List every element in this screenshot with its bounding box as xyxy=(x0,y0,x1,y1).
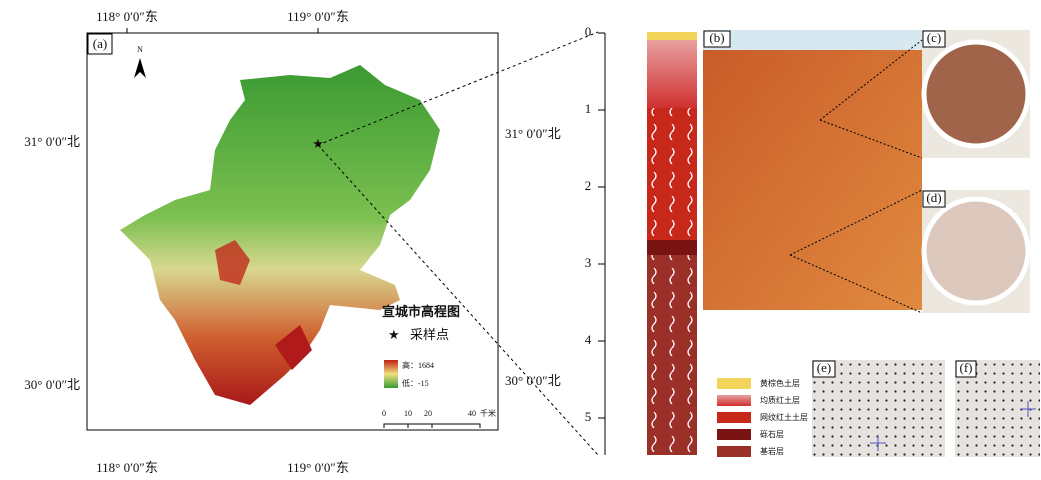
photo-label: (b) xyxy=(709,30,724,45)
legend-sample: 采样点 xyxy=(410,327,449,342)
legend-low: 低：-15 xyxy=(402,378,429,388)
legend-label: 均质红土层 xyxy=(760,395,800,405)
legend-label: 黄棕色土层 xyxy=(760,378,800,388)
scale-label: 10 xyxy=(404,409,412,418)
map-panel: (a) ★ N 宣城市高程图 ★ 采样点 高：1684 低：-15 0 10 2… xyxy=(24,9,560,475)
scale-label: 0 xyxy=(382,409,386,418)
tick-label: 1 xyxy=(585,101,592,116)
photo-label: (d) xyxy=(926,190,941,205)
layer xyxy=(647,40,697,108)
legend-high: 高：1684 xyxy=(402,360,434,370)
coord-label: 31° 0′0″北 xyxy=(24,134,80,149)
tick-label: 3 xyxy=(585,255,592,270)
tick-label: 2 xyxy=(585,178,592,193)
legend-swatch xyxy=(717,446,751,457)
coord-label: 118° 0′0″东 xyxy=(96,9,158,24)
coord-label: 119° 0′0″东 xyxy=(287,9,349,24)
tick-label: 4 xyxy=(585,332,592,347)
coord-label: 30° 0′0″北 xyxy=(505,373,561,388)
soil-profile xyxy=(647,32,697,455)
scale-label: 20 xyxy=(424,409,432,418)
photo-label: (e) xyxy=(817,360,831,375)
sample-disc xyxy=(924,199,1028,303)
legend-label: 砾石层 xyxy=(760,429,784,439)
depth-axis: 0 1 2 3 4 5 xyxy=(585,24,605,455)
tick-label: 0 xyxy=(585,24,592,39)
coord-label: 118° 0′0″东 xyxy=(96,460,158,475)
legend-star: ★ xyxy=(388,327,400,342)
layer xyxy=(647,108,697,240)
sample-star: ★ xyxy=(312,136,324,151)
scale-label: 40 xyxy=(468,409,476,418)
sky xyxy=(703,30,922,50)
scale-label: 千米 xyxy=(480,408,496,418)
coord-label: 119° 0′0″东 xyxy=(287,460,349,475)
north-label: N xyxy=(137,45,143,54)
photo-b xyxy=(703,30,922,310)
layer xyxy=(647,240,697,255)
legend-label: 网纹红土土层 xyxy=(760,412,808,422)
tick-label: 5 xyxy=(585,409,592,424)
photo-label: (c) xyxy=(927,30,941,45)
legend-swatch xyxy=(717,378,751,389)
legend-ramp xyxy=(384,360,398,388)
legend-swatch xyxy=(717,429,751,440)
coord-label: 30° 0′0″北 xyxy=(24,377,80,392)
legend-label: 基岩层 xyxy=(760,446,784,456)
legend-swatch xyxy=(717,395,751,406)
layer xyxy=(647,32,697,40)
figure: (a) ★ N 宣城市高程图 ★ 采样点 高：1684 低：-15 0 10 2… xyxy=(0,0,1041,480)
sample-disc xyxy=(924,42,1028,146)
coord-label: 31° 0′0″北 xyxy=(505,126,561,141)
photo-label: (f) xyxy=(960,360,973,375)
panel-label: (a) xyxy=(93,36,107,51)
legend-swatch xyxy=(717,412,751,423)
legend-title: 宣城市高程图 xyxy=(382,304,460,319)
layer xyxy=(647,255,697,455)
